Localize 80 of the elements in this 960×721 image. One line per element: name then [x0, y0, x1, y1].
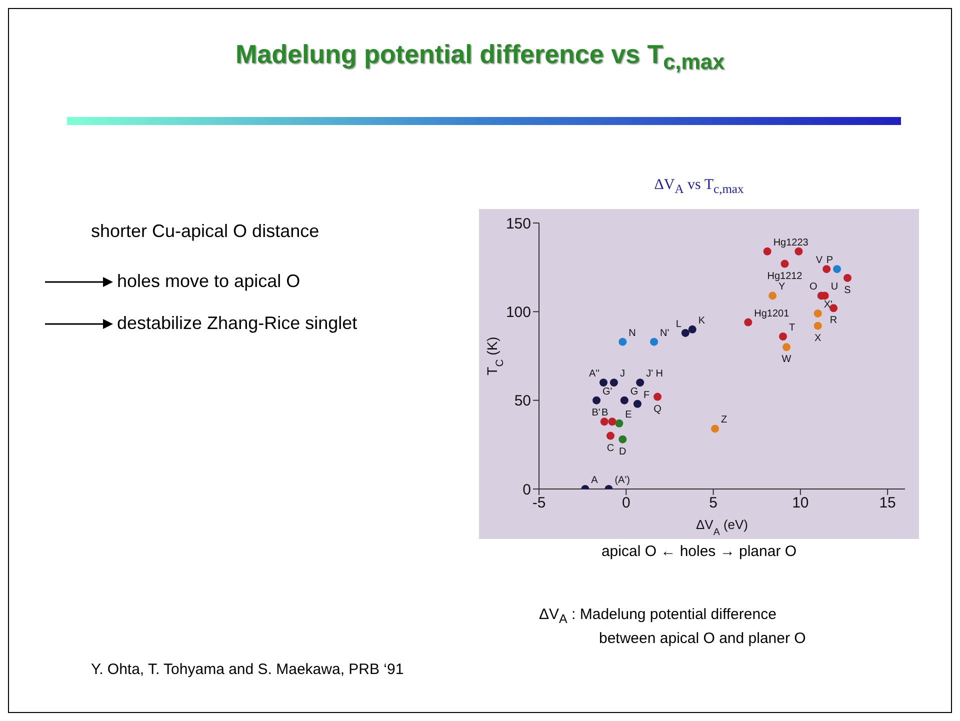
data-label: L — [676, 318, 682, 330]
point — [843, 274, 852, 282]
data-label: D — [619, 446, 626, 458]
point — [779, 332, 787, 340]
data-label: Hg1212 — [767, 270, 803, 282]
text: Madelung potential difference vs T$_{c,max}$ — [234, 39, 726, 76]
point — [654, 392, 662, 401]
point — [606, 432, 614, 440]
point — [608, 418, 616, 426]
data-label: G — [630, 386, 638, 398]
x-tick-label: -5 — [532, 494, 546, 512]
point — [650, 338, 658, 346]
point — [782, 343, 790, 352]
x-tick-label: 15 — [879, 494, 896, 512]
x-axis-title: ΔV$_{A}$ (eV) — [696, 517, 748, 538]
data-label: K — [698, 315, 706, 326]
data-label: F — [643, 390, 650, 401]
point — [615, 419, 624, 428]
data-label: J — [620, 368, 625, 380]
data-label: Hg1201 — [754, 308, 790, 320]
data-label: Y — [778, 282, 786, 293]
text: apical O ← holes → planar O — [600, 543, 798, 560]
data-label: B — [602, 408, 609, 419]
x-tick-label: 0 — [622, 494, 630, 512]
y-tick-label: 150 — [506, 215, 531, 232]
x-tick-label: 10 — [792, 494, 809, 512]
point — [599, 378, 608, 387]
data-label: B' — [592, 408, 600, 419]
point — [618, 338, 627, 346]
y-tick-label: 100 — [506, 304, 531, 321]
chart-title: ΔV$_{A}$ vs T$_{c,max}$ — [653, 177, 745, 197]
data-label: V — [816, 255, 823, 266]
data-label: E — [625, 409, 632, 420]
data-label: J' H — [646, 368, 664, 380]
data-label: S — [844, 284, 852, 296]
data-label: A — [591, 475, 598, 486]
data-label: N' — [660, 328, 670, 339]
data-label: R — [830, 315, 838, 326]
y-tick-label: 0 — [522, 481, 531, 498]
point — [633, 400, 642, 408]
point — [822, 265, 831, 274]
data-label: N — [628, 328, 636, 339]
data-label: C — [606, 442, 614, 454]
text: destabilize Zhang-Rice singlet — [117, 313, 358, 334]
point — [600, 418, 608, 426]
point — [814, 309, 822, 318]
point — [592, 396, 601, 404]
text: holes move to apical O — [117, 271, 300, 292]
point — [618, 435, 627, 444]
point — [744, 318, 752, 326]
data-label: U — [830, 282, 838, 293]
data-label: P — [826, 255, 834, 266]
point — [636, 378, 644, 387]
point — [833, 265, 842, 274]
point — [768, 292, 777, 300]
point — [610, 378, 618, 387]
text: between apical O and planer O — [598, 629, 806, 649]
point — [681, 328, 690, 337]
data-label: A'' — [588, 368, 600, 380]
data-label: Hg1223 — [773, 237, 809, 248]
data-label: (A') — [614, 475, 630, 486]
data-label: X — [814, 332, 822, 344]
point — [780, 260, 789, 268]
text: Y. Ohta, T. Tohyama and S. Maekawa, PRB ‘91 — [91, 661, 404, 678]
data-label: Z — [721, 414, 728, 426]
data-label: W — [782, 354, 792, 366]
text: shorter Cu-apical O distance — [91, 221, 320, 242]
data-label: G' — [602, 386, 612, 398]
point — [711, 424, 720, 433]
data-label: O — [810, 282, 818, 293]
point — [763, 247, 772, 256]
data-label: X' — [824, 299, 833, 310]
point — [814, 322, 822, 330]
point — [620, 396, 628, 404]
x-tick-label: 5 — [709, 494, 718, 512]
y-tick-label: 50 — [514, 392, 531, 410]
point — [688, 325, 696, 334]
text: ΔV$_{A}$ : Madelung potential difference — [539, 605, 778, 628]
data-label: Q — [654, 404, 662, 415]
data-label: T — [789, 322, 796, 334]
